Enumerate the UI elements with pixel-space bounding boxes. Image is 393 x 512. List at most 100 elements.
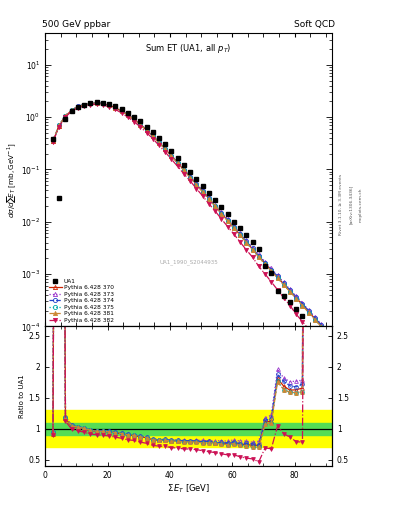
Pythia 6.428 373 <box>57 122 62 129</box>
Pythia 6.428 382 <box>213 208 217 214</box>
Pythia 6.428 374 <box>244 239 249 245</box>
Pythia 6.428 370 <box>144 127 149 133</box>
Pythia 6.428 373 <box>244 237 249 243</box>
Pythia 6.428 374 <box>175 160 180 166</box>
Pythia 6.428 381 <box>300 303 305 309</box>
Pythia 6.428 375 <box>132 116 136 122</box>
Pythia 6.428 375 <box>325 330 330 336</box>
Pythia 6.428 373 <box>300 300 305 306</box>
Pythia 6.428 375 <box>306 310 311 316</box>
Pythia 6.428 373 <box>63 113 68 119</box>
UA1 <box>200 183 205 189</box>
Pythia 6.428 374 <box>101 100 105 106</box>
Pythia 6.428 375 <box>231 225 236 231</box>
Pythia 6.428 375 <box>250 247 255 253</box>
Pythia 6.428 375 <box>281 282 286 288</box>
Pythia 6.428 381 <box>113 104 118 111</box>
UA1 <box>119 106 124 112</box>
Pythia 6.428 382 <box>306 326 311 332</box>
Pythia 6.428 374 <box>82 101 86 108</box>
Pythia 6.428 381 <box>88 100 93 106</box>
Pythia 6.428 382 <box>225 223 230 229</box>
Pythia 6.428 370 <box>113 104 118 111</box>
Pythia 6.428 370 <box>269 267 274 273</box>
Pythia 6.428 382 <box>163 149 167 155</box>
Pythia 6.428 375 <box>175 160 180 166</box>
Pythia 6.428 382 <box>51 139 55 145</box>
Pythia 6.428 373 <box>306 307 311 313</box>
Pythia 6.428 382 <box>275 287 280 293</box>
Pythia 6.428 370 <box>288 288 292 294</box>
Pythia 6.428 375 <box>294 295 299 302</box>
UA1 <box>107 101 112 107</box>
Pythia 6.428 382 <box>119 110 124 116</box>
Pythia 6.428 374 <box>194 181 199 187</box>
Pythia 6.428 373 <box>319 321 323 327</box>
Pythia 6.428 374 <box>88 100 93 106</box>
Pythia 6.428 382 <box>200 193 205 199</box>
Pythia 6.428 375 <box>88 100 93 106</box>
Pythia 6.428 373 <box>188 174 193 180</box>
UA1 <box>151 129 155 135</box>
Pythia 6.428 370 <box>275 274 280 280</box>
Pythia 6.428 370 <box>182 167 186 173</box>
Pythia 6.428 374 <box>225 217 230 223</box>
Pythia 6.428 373 <box>213 202 217 208</box>
Pythia 6.428 370 <box>88 100 93 106</box>
Pythia 6.428 374 <box>312 315 317 321</box>
Pythia 6.428 382 <box>250 254 255 260</box>
Line: UA1: UA1 <box>51 99 330 435</box>
Pythia 6.428 373 <box>113 104 118 111</box>
Pythia 6.428 382 <box>94 101 99 108</box>
Pythia 6.428 381 <box>69 107 74 113</box>
Pythia 6.428 373 <box>82 101 86 108</box>
Pythia 6.428 375 <box>138 121 143 127</box>
Pythia 6.428 382 <box>88 102 93 108</box>
Pythia 6.428 374 <box>157 139 162 145</box>
Pythia 6.428 381 <box>101 100 105 106</box>
UA1 <box>113 103 118 109</box>
Text: [arXiv:1306.3436]: [arXiv:1306.3436] <box>349 185 353 224</box>
Pythia 6.428 382 <box>312 334 317 340</box>
Pythia 6.428 370 <box>51 138 55 144</box>
Pythia 6.428 381 <box>250 247 255 253</box>
Pythia 6.428 370 <box>194 181 199 187</box>
Pythia 6.428 381 <box>200 189 205 195</box>
Pythia 6.428 370 <box>231 225 236 231</box>
Bar <box>45 410 332 447</box>
UA1 <box>188 169 193 175</box>
Pythia 6.428 374 <box>69 107 74 113</box>
Pythia 6.428 381 <box>175 160 180 166</box>
UA1 <box>244 232 249 239</box>
Pythia 6.428 370 <box>219 210 224 217</box>
Pythia 6.428 370 <box>57 123 62 129</box>
Pythia 6.428 370 <box>151 133 155 139</box>
Pythia 6.428 382 <box>182 171 186 177</box>
Pythia 6.428 382 <box>138 124 143 130</box>
Pythia 6.428 373 <box>182 166 186 173</box>
UA1 <box>312 406 317 412</box>
Pythia 6.428 375 <box>51 137 55 143</box>
Pythia 6.428 375 <box>151 133 155 139</box>
UA1 <box>269 270 274 276</box>
Pythia 6.428 382 <box>294 311 299 317</box>
Pythia 6.428 373 <box>175 160 180 166</box>
Pythia 6.428 382 <box>194 185 199 191</box>
Pythia 6.428 381 <box>244 240 249 246</box>
Pythia 6.428 370 <box>300 302 305 308</box>
Pythia 6.428 381 <box>151 133 155 139</box>
Line: Pythia 6.428 373: Pythia 6.428 373 <box>51 101 329 333</box>
UA1 <box>138 118 143 124</box>
UA1 <box>319 417 323 423</box>
Pythia 6.428 373 <box>225 216 230 222</box>
Pythia 6.428 373 <box>94 100 99 106</box>
Pythia 6.428 381 <box>275 275 280 281</box>
Pythia 6.428 375 <box>219 210 224 217</box>
Pythia 6.428 370 <box>169 153 174 159</box>
Pythia 6.428 382 <box>231 231 236 237</box>
Pythia 6.428 374 <box>306 308 311 314</box>
Pythia 6.428 381 <box>263 261 267 267</box>
Pythia 6.428 374 <box>250 245 255 251</box>
Y-axis label: Ratio to UA1: Ratio to UA1 <box>19 374 26 418</box>
Pythia 6.428 382 <box>107 104 112 110</box>
